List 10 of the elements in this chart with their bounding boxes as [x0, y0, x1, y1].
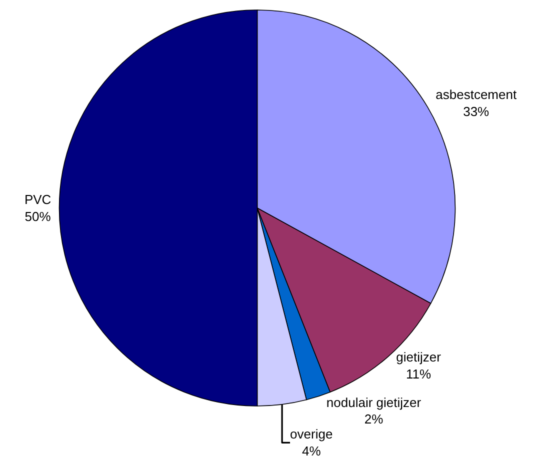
data-label: 11% — [406, 366, 432, 382]
slice-label: nodulair gietijzer — [326, 394, 422, 410]
data-label: 33% — [463, 104, 490, 120]
slice-label: PVC — [24, 192, 52, 208]
data-label: 50% — [24, 208, 52, 224]
slice-label: overige — [290, 426, 333, 442]
data-label: 4% — [302, 444, 322, 459]
slice-label: gietijzer — [396, 350, 442, 365]
slice-label: asbestcement — [436, 87, 517, 102]
data-label: 2% — [364, 412, 384, 427]
